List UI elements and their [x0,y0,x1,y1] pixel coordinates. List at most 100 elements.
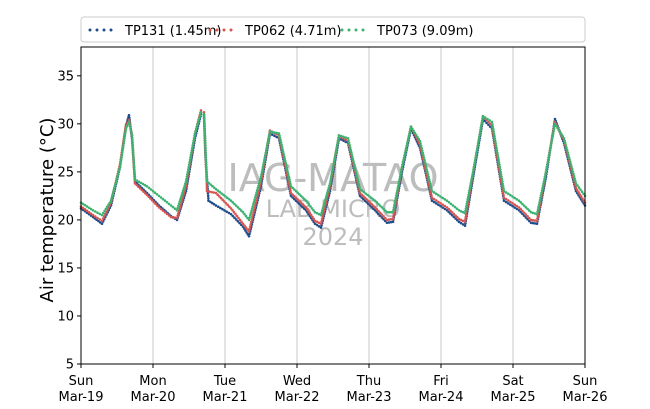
series-dot [253,203,257,207]
x-tick-date: Mar-19 [59,390,104,405]
series-dot [342,135,345,139]
series-dot [368,201,372,204]
series-dot [306,201,309,204]
series-dot [317,212,321,216]
series-dot [96,216,99,220]
series-dot [464,215,468,219]
series-dot [326,191,329,194]
series-dot [468,186,472,190]
series-dot [480,119,484,123]
series-dot [475,149,479,153]
series-dot [479,128,482,132]
series-dot [422,156,426,160]
series-dot [509,200,512,204]
series-dot [286,171,290,174]
series-dot [122,139,126,142]
series-dot [469,181,473,185]
series-dot [178,200,182,203]
series-dot [244,214,248,218]
series-dot [333,155,337,159]
series-dot [524,205,528,209]
series-dot [119,158,123,162]
series-dot [497,158,500,162]
series-dot [205,182,209,186]
series-dot [551,136,554,140]
series-dot [504,200,508,204]
series-dot [225,196,229,200]
series-dot [370,202,373,206]
series-dot [478,133,482,136]
series-dot [344,138,348,141]
series-dot [375,207,379,211]
series-dot [205,187,209,191]
series-dot [577,191,580,194]
data-point [517,206,521,209]
data-point [133,178,137,181]
series-dot [250,207,254,210]
data-point [409,125,413,129]
data-point [184,180,188,183]
series-dot [98,212,102,216]
series-dot [244,226,248,229]
series-dot [465,204,468,208]
series-dot [332,160,336,164]
series-dot [387,221,391,224]
series-dot [265,144,269,148]
series-dot [364,192,367,195]
series-dot [395,194,398,197]
series-dot [137,180,141,184]
series-dot [500,177,504,181]
series-dot [110,197,113,200]
series-dot [93,215,97,218]
series-dot [248,216,251,219]
series-dot [301,202,304,206]
series-dot [393,201,397,205]
series-dot [533,222,537,225]
series-dot [112,188,116,191]
series-dot [333,158,336,161]
series-dot [465,202,469,206]
data-point [319,213,323,217]
series-dot [515,204,519,208]
series-dot [181,191,184,194]
series-dot [539,194,543,197]
series-dot [101,211,105,215]
data-point [268,130,272,133]
series-dot [87,206,91,210]
series-dot [557,128,561,132]
series-dot [203,120,206,123]
series-dot [377,202,380,206]
series-dot [353,164,356,168]
series-dot [238,218,242,222]
series-dot [116,174,119,178]
series-dot [378,211,382,215]
series-dot [347,141,351,145]
series-dot [362,190,366,194]
series-dot [545,168,548,171]
series-dot [129,127,132,130]
series-dot [351,157,355,161]
series-dot [400,168,403,171]
x-tick-day: Wed [283,374,311,389]
data-point [391,210,395,214]
series-dot [288,187,292,190]
series-dot [207,196,210,200]
series-dot [383,216,387,220]
series-dot [233,216,236,220]
series-dot [405,142,409,145]
series-dot [133,170,136,174]
series-dot [543,175,547,178]
series-dot [258,179,262,183]
series-dot [320,217,324,221]
data-point [100,213,104,217]
series-dot [443,198,447,201]
series-dot [236,205,240,209]
series-dot [427,175,430,179]
data-point [502,189,506,193]
series-dot [244,229,247,232]
series-dot [395,191,399,195]
series-dot [205,170,208,174]
series-dot [190,151,193,154]
data-point [313,210,317,214]
